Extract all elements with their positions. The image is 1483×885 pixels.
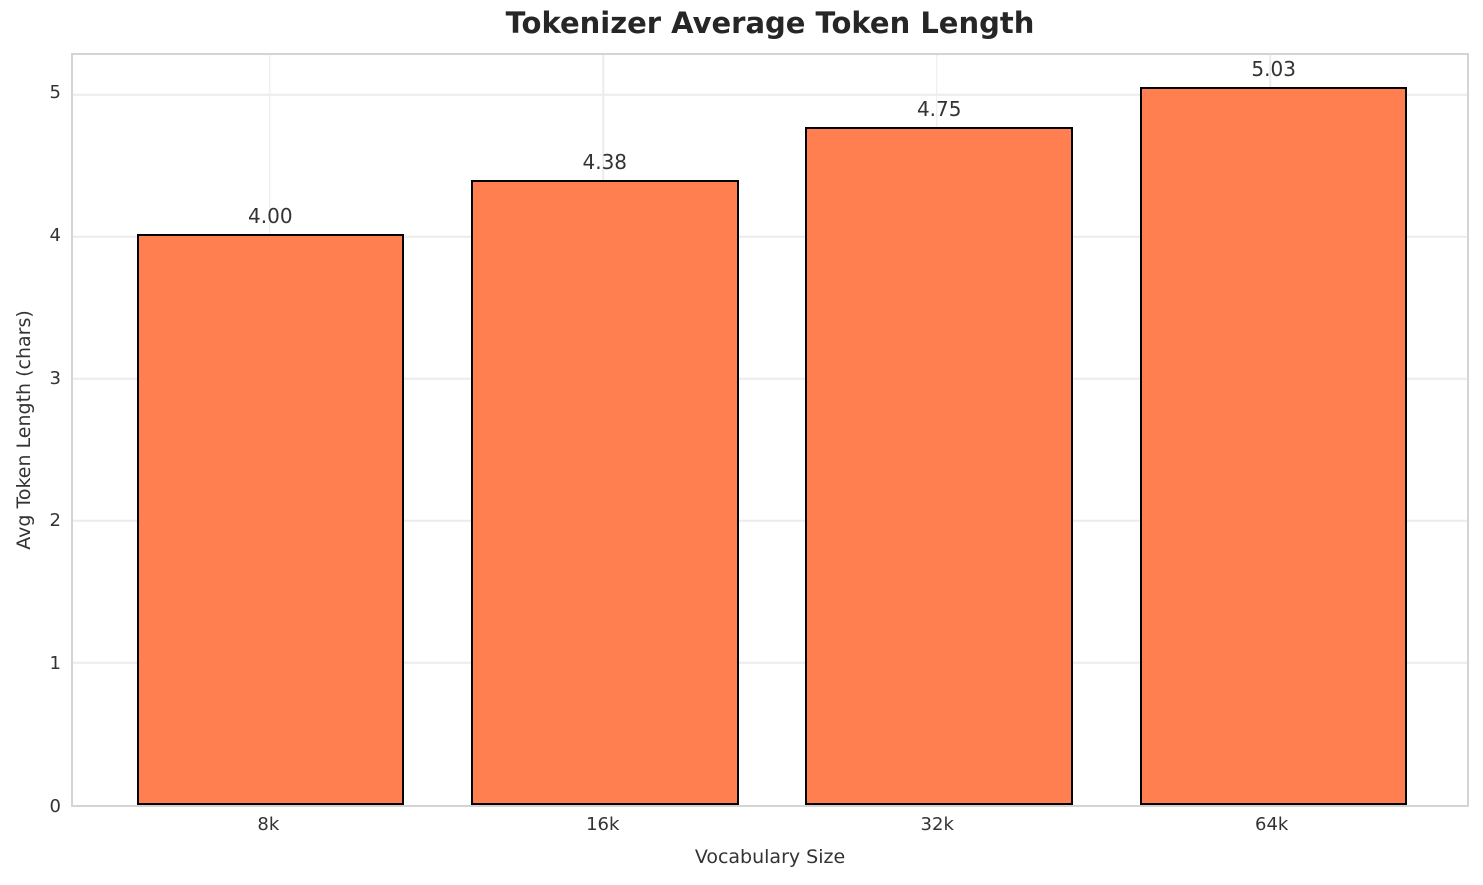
gridline-horizontal: [73, 94, 1467, 96]
bar-value-label: 4.00: [248, 203, 293, 228]
gridline-horizontal: [73, 378, 1467, 380]
y-tick-label: 1: [49, 653, 61, 675]
bar-8k: [136, 233, 405, 805]
x-tick-label: 64k: [1255, 814, 1289, 835]
y-tick-label: 2: [49, 510, 61, 532]
y-tick-label: 3: [49, 367, 61, 389]
bar-value-label: 4.38: [582, 149, 628, 174]
plot-area: 4.00 4.38 4.75 5.03: [71, 53, 1469, 807]
x-axis-label: Vocabulary Size: [694, 846, 846, 868]
x-tick-label: 8k: [257, 814, 280, 835]
y-tick-label: 4: [49, 224, 61, 246]
y-tick-label: 5: [49, 81, 61, 103]
bar-64k: [1139, 86, 1408, 805]
bar-value-label: 5.03: [1251, 56, 1296, 81]
x-tick-label: 32k: [920, 814, 954, 835]
chart-title: Tokenizer Average Token Length: [505, 6, 1035, 40]
y-tick-label: 0: [49, 796, 61, 817]
x-tick-label: 16k: [586, 814, 620, 835]
bar-16k: [470, 179, 739, 805]
gridline-horizontal: [73, 236, 1467, 238]
bar-32k: [805, 126, 1073, 805]
gridline-horizontal: [73, 520, 1467, 522]
gridline-horizontal: [73, 662, 1467, 664]
bar-value-label: 4.75: [916, 96, 962, 121]
